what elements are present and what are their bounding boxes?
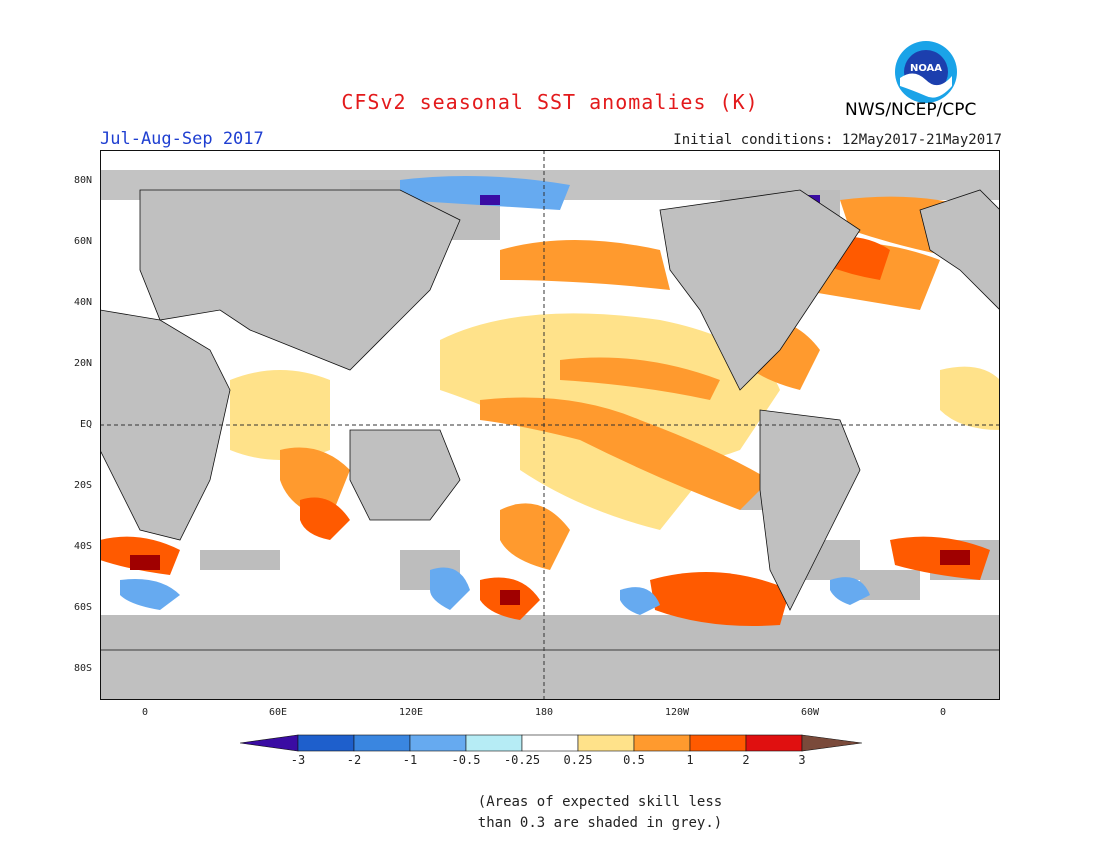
sst-anomaly-map — [100, 150, 1000, 700]
noaa-logo-text: NOAA — [910, 63, 942, 74]
colorbar-tick: -2 — [346, 753, 362, 767]
lat-label: 40S — [73, 541, 92, 552]
forecast-period: Jul-Aug-Sep 2017 — [100, 129, 264, 149]
agency-label: NWS/NCEP/CPC — [845, 100, 977, 120]
lon-label: 120W — [664, 707, 690, 718]
colorbar-tick: 2 — [742, 753, 750, 767]
lat-label: 80S — [73, 663, 92, 674]
colorbar-tick: 1 — [686, 753, 694, 767]
lon-label: 60W — [800, 707, 820, 718]
lat-label: EQ — [79, 419, 92, 430]
skill-note-line: (Areas of expected skill less — [477, 794, 723, 810]
colorbar-segment — [633, 734, 691, 752]
skill-note-line: than 0.3 are shaded in grey.) — [477, 815, 723, 831]
colorbar-segment — [240, 734, 299, 752]
lat-label: 80N — [73, 175, 92, 186]
colorbar-segment — [577, 734, 635, 752]
noaa-logo: NOAA — [895, 41, 957, 103]
colorbar-tick: 3 — [798, 753, 806, 767]
colorbar-tick: -3 — [290, 753, 306, 767]
colorbar-tick: 0.5 — [623, 753, 645, 767]
lat-label: 20S — [73, 480, 92, 491]
colorbar-segment — [745, 734, 803, 752]
lat-label: 20N — [73, 358, 92, 369]
colorbar-segment — [465, 734, 523, 752]
colorbar — [240, 734, 862, 752]
colorbar-tick: 0.25 — [563, 753, 593, 767]
lat-label: 60N — [73, 236, 92, 247]
anomaly-cool — [120, 176, 870, 615]
colorbar-segment — [297, 734, 355, 752]
colorbar-tick: -0.5 — [451, 753, 481, 767]
map-title: CFSv2 seasonal SST anomalies (K) — [341, 90, 759, 114]
lat-label: 40N — [73, 297, 92, 308]
lat-label: 60S — [73, 602, 92, 613]
skill-note: (Areas of expected skill less than 0.3 a… — [470, 792, 730, 834]
initial-conditions: Initial conditions: 12May2017-21May2017 — [673, 132, 1002, 148]
lon-label: 0 — [141, 707, 149, 718]
colorbar-segment — [801, 734, 862, 752]
colorbar-tick: -0.25 — [503, 753, 541, 767]
lon-label: 0 — [939, 707, 947, 718]
colorbar-segment — [521, 734, 579, 752]
colorbar-tick: -1 — [402, 753, 418, 767]
colorbar-segment — [689, 734, 747, 752]
colorbar-segment — [409, 734, 467, 752]
lon-label: 60E — [268, 707, 288, 718]
anomaly-warm-05 — [110, 313, 1000, 530]
lon-label: 120E — [398, 707, 424, 718]
lon-label: 180 — [534, 707, 554, 718]
colorbar-segment — [353, 734, 411, 752]
